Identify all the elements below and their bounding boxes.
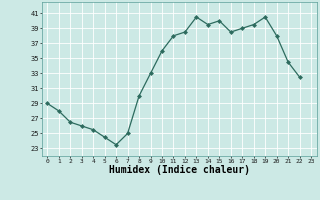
X-axis label: Humidex (Indice chaleur): Humidex (Indice chaleur): [109, 165, 250, 175]
